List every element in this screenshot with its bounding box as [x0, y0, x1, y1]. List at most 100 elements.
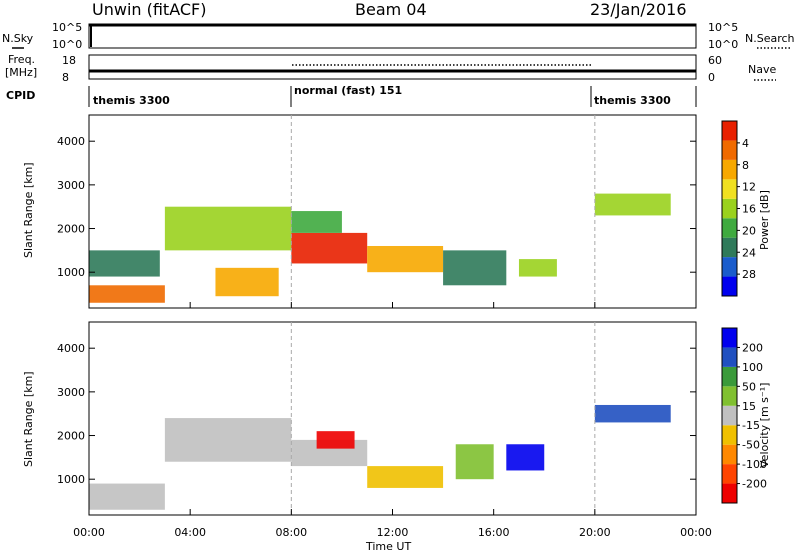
freq-label-2: [MHz]: [5, 66, 37, 79]
velocity-ytick-label: 4000: [57, 342, 85, 355]
cpid-label: CPID: [6, 89, 35, 102]
power-colorbar-tick-label: 4: [742, 137, 749, 150]
power-colorbar-tick-label: 12: [742, 181, 756, 194]
cpid-segment-3: themis 3300: [594, 94, 671, 107]
velocity-colorbar-segment: [722, 328, 737, 348]
xtick-label: 16:00: [478, 526, 510, 539]
velocity-ytick-label: 1000: [57, 473, 85, 486]
velocity-colorbar-tick-label: -100: [742, 458, 767, 471]
freq-tick-high: 18: [62, 54, 76, 67]
power-colorbar-tick-label: 8: [742, 159, 749, 172]
velocity-panel: 1000 2000 3000 4000 Slant Range [km] 200 100…: [22, 321, 771, 516]
velocity-echo-region: [316, 431, 355, 449]
power-ytick-label: 2000: [57, 223, 85, 236]
power-colorbar-segment: [722, 257, 737, 277]
velocity-echo-region: [594, 404, 671, 423]
velocity-colorbar-tick-label: -15: [742, 419, 760, 432]
power-echo-region: [89, 250, 160, 277]
power-colorbar-tick-label: 16: [742, 203, 756, 216]
power-y-axis: 1000 2000 3000 4000: [57, 135, 697, 308]
velocity-y-axis: 1000 2000 3000 4000: [57, 342, 697, 515]
velocity-colorbar-segment: [722, 405, 737, 426]
xtick-label: 08:00: [275, 526, 307, 539]
power-echo-region: [164, 206, 292, 251]
velocity-colorbar-segment: [722, 425, 737, 445]
xaxis-label: Time UT: [365, 540, 411, 553]
cpid-segment-1: themis 3300: [93, 94, 170, 107]
nsearch-tick-high: 10^5: [708, 21, 738, 34]
velocity-colorbar-tick-label: 100: [742, 361, 763, 374]
power-panel: 1000 2000 3000 4000 Slant Range [km] 4 8 12 16…: [22, 114, 771, 309]
velocity-colorbar-segment: [722, 464, 737, 484]
power-colorbar-segment: [722, 179, 737, 199]
velocity-echo-region: [89, 483, 165, 510]
velocity-ytick-label: 3000: [57, 386, 85, 399]
nsearch-label: N.Search: [745, 32, 795, 45]
nave-label: Nave: [748, 63, 776, 76]
nave-tick-low: 0: [708, 71, 715, 84]
power-colorbar-segment: [722, 121, 737, 141]
power-ylabel: Slant Range [km]: [22, 162, 35, 258]
freq-tick-low: 8: [62, 71, 69, 84]
power-ytick-label: 1000: [57, 266, 85, 279]
velocity-colorbar-segment: [722, 444, 737, 465]
power-colorbar-tick-label: 24: [742, 246, 756, 259]
beam-title: Beam 04: [355, 0, 427, 19]
xtick-label: 12:00: [377, 526, 409, 539]
velocity-colorbar-label: Velocity [m s⁻¹]: [758, 383, 771, 468]
station-title: Unwin (fitACF): [92, 0, 206, 19]
power-colorbar-tick-label: 28: [742, 268, 756, 281]
nsky-panel: N.Sky 10^5 10^0 10^5 10^0 N.Search: [2, 21, 795, 51]
velocity-ylabel: Slant Range [km]: [22, 371, 35, 467]
power-colorbar-segment: [722, 159, 737, 180]
power-colorbar: 4 8 12 16 20 24 28: [721, 120, 756, 297]
power-colorbar-label: Power [dB]: [758, 190, 771, 250]
nave-tick-high: 60: [708, 54, 722, 67]
velocity-echo-region: [455, 444, 494, 480]
velocity-colorbar-segment: [722, 483, 737, 503]
velocity-colorbar-tick-label: 15: [742, 400, 756, 413]
velocity-colorbar-segment: [722, 366, 737, 387]
velocity-echoes: [89, 404, 671, 510]
power-ytick-label: 3000: [57, 179, 85, 192]
velocity-echo-region: [506, 444, 545, 471]
velocity-colorbar: 200 100 50 15 -15 -50 -100 -200: [721, 327, 767, 504]
velocity-colorbar-tick-label: -200: [742, 478, 767, 491]
velocity-echo-region: [367, 466, 444, 488]
velocity-colorbar-segment: [722, 386, 737, 406]
power-colorbar-segment: [722, 198, 737, 219]
power-echo-region: [518, 259, 557, 277]
power-echo-region: [443, 250, 507, 286]
power-echo-region: [89, 285, 165, 303]
velocity-colorbar-tick-label: -50: [742, 439, 760, 452]
nsearch-tick-low: 10^0: [708, 38, 738, 51]
velocity-colorbar-segment: [722, 347, 737, 367]
cpid-segment-2: normal (fast) 151: [294, 84, 402, 97]
power-colorbar-tick-label: 20: [742, 224, 756, 237]
velocity-ytick-label: 2000: [57, 430, 85, 443]
freq-panel: Freq. [MHz] 18 8 60 0 Nave: [5, 53, 776, 84]
time-axis: 00:00 04:00 08:00 12:00 16:00 20:00 00:00: [73, 526, 712, 539]
xtick-label: 04:00: [174, 526, 206, 539]
power-echo-region: [367, 245, 444, 273]
velocity-echo-region: [164, 418, 292, 462]
power-colorbar-segment: [722, 276, 737, 296]
velocity-colorbar-tick-label: 200: [742, 341, 763, 354]
power-colorbar-segment: [722, 218, 737, 238]
power-echo-region: [291, 211, 342, 233]
power-colorbar-segment: [722, 237, 737, 258]
nsky-label: N.Sky: [2, 32, 34, 45]
power-echo-region: [594, 193, 671, 216]
power-colorbar-segment: [722, 140, 737, 160]
cpid-panel: CPID themis 3300 normal (fast) 151 themi…: [6, 84, 697, 107]
xtick-label: 20:00: [579, 526, 611, 539]
xtick-label: 00:00: [73, 526, 105, 539]
nsky-tick-high: 10^5: [52, 21, 82, 34]
xtick-label: 00:00: [680, 526, 712, 539]
velocity-colorbar-tick-label: 50: [742, 380, 756, 393]
power-echoes: [89, 193, 671, 303]
power-ytick-label: 4000: [57, 135, 85, 148]
power-echo-region: [291, 232, 368, 264]
nsky-tick-low: 10^0: [52, 38, 82, 51]
